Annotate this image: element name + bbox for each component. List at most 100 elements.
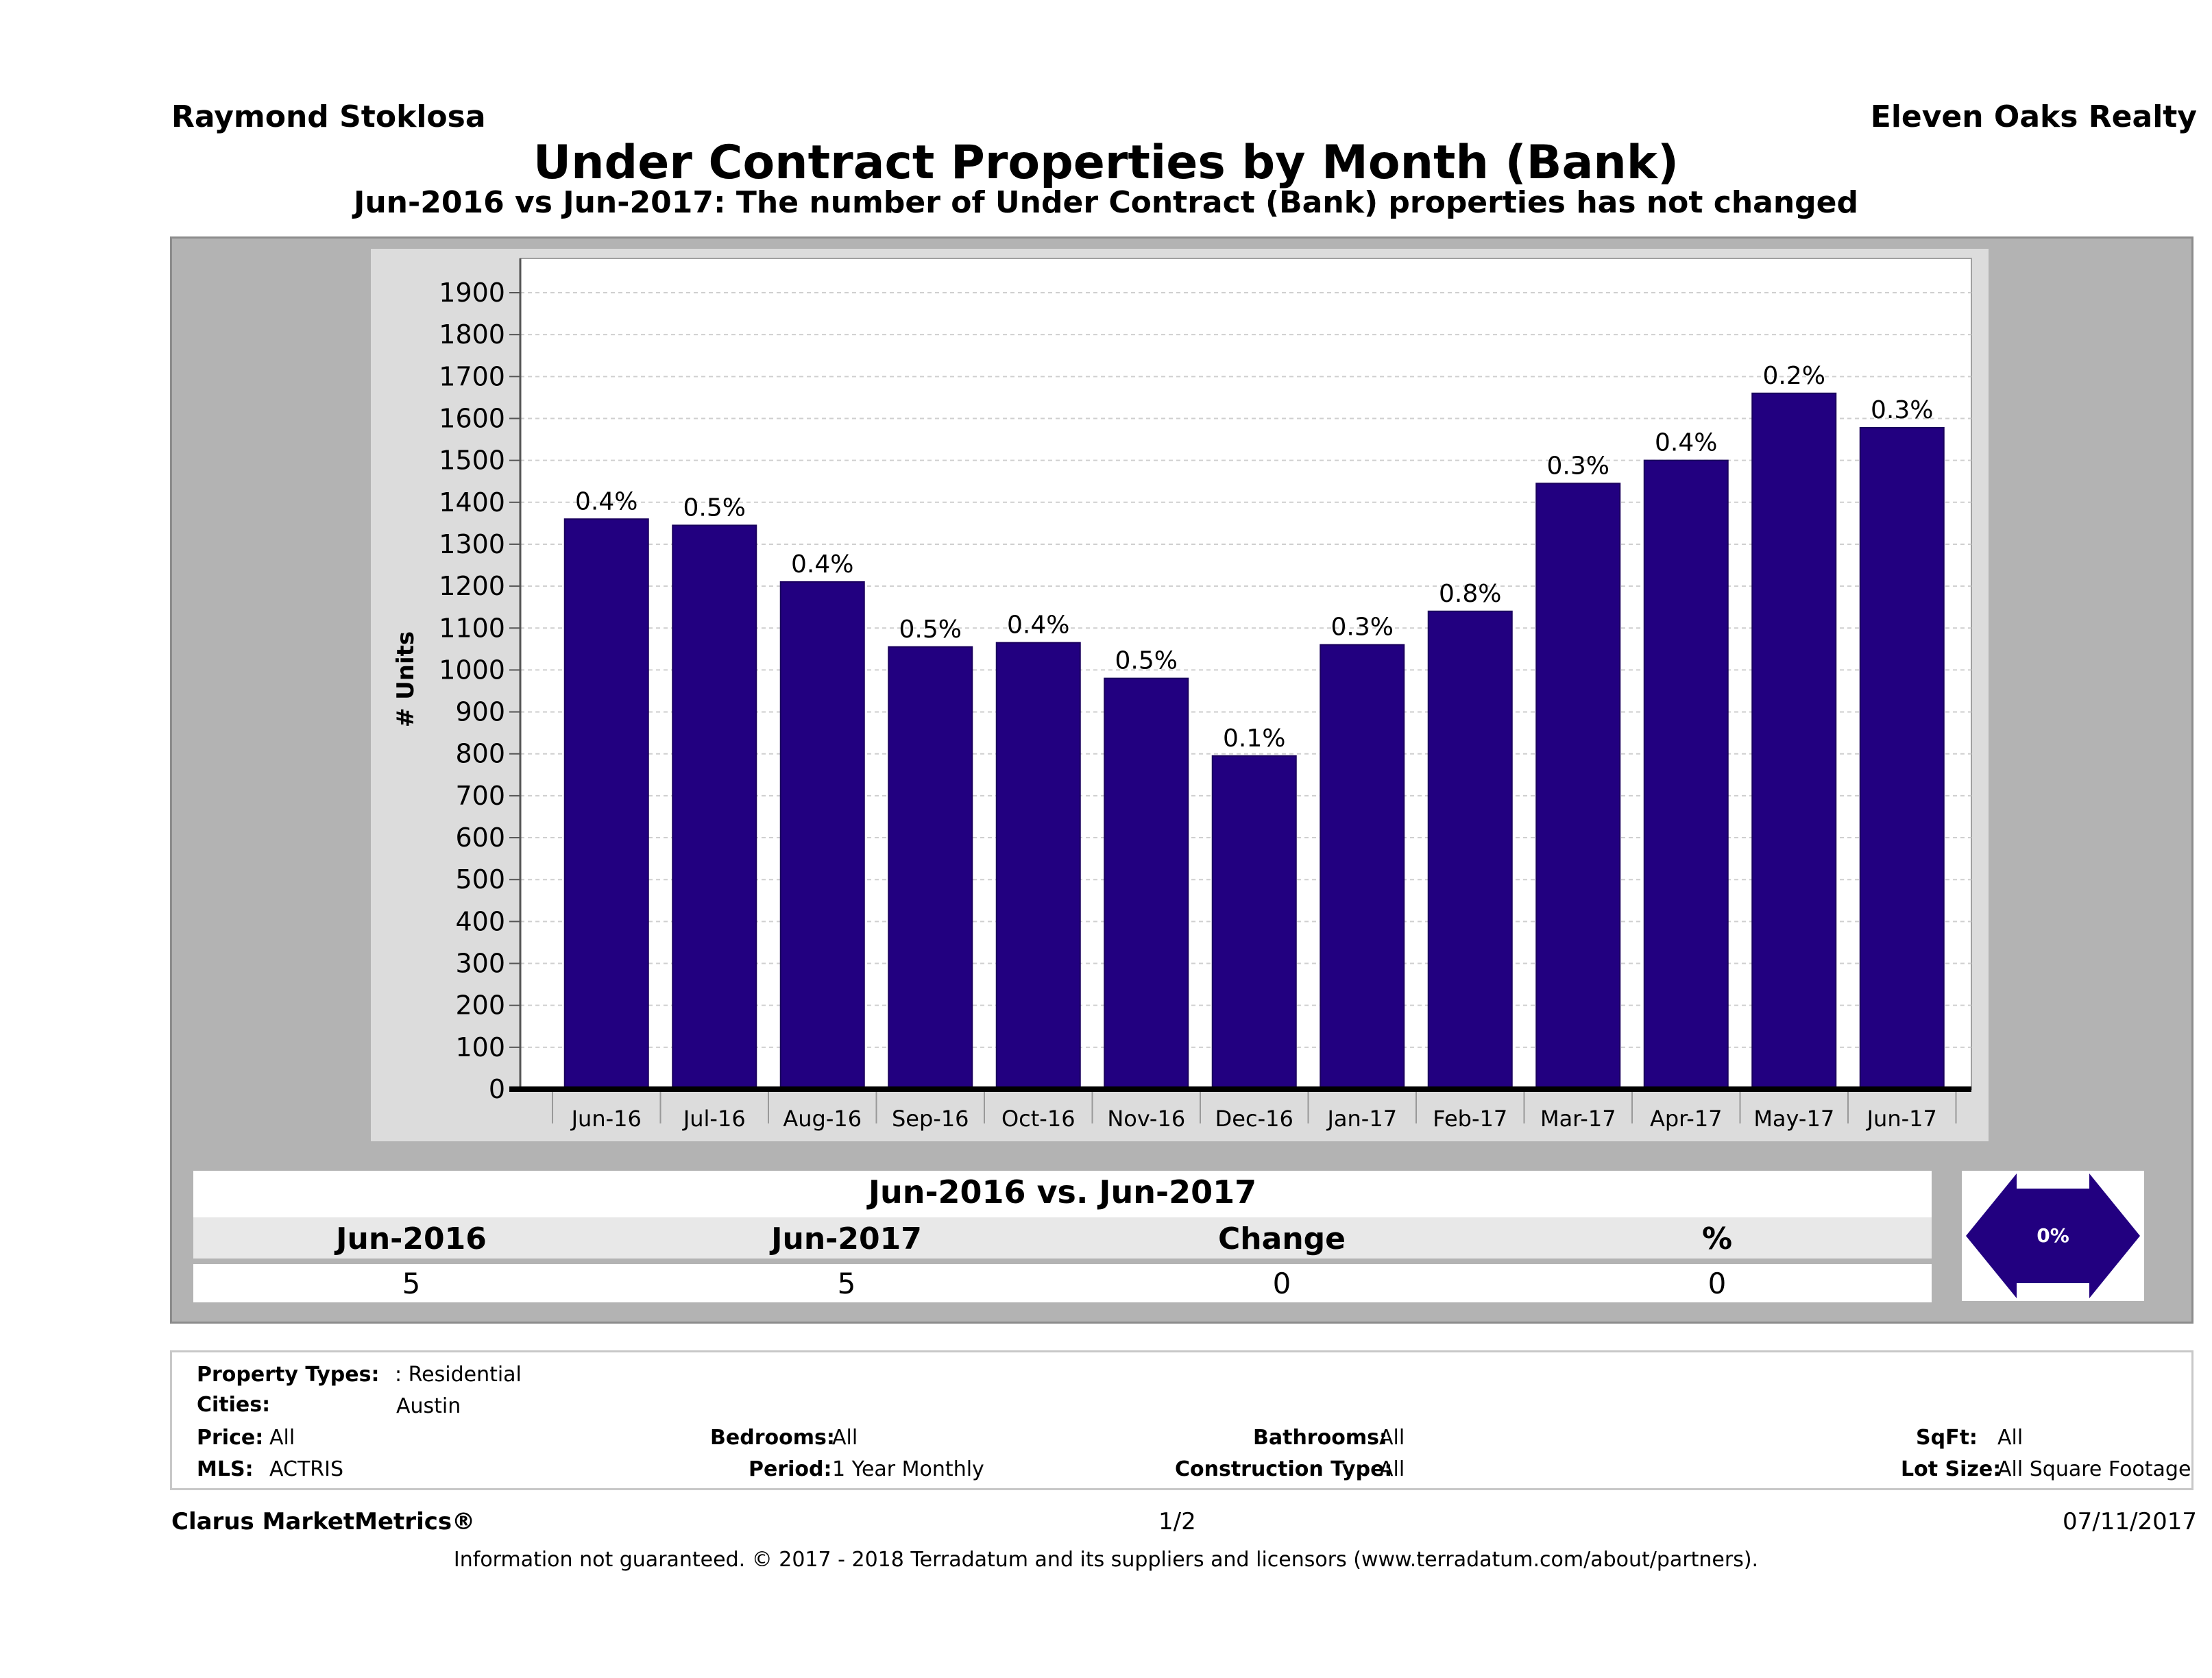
summary-value-end: 5 (837, 1267, 856, 1300)
summary-value-percent: 0 (1707, 1267, 1727, 1300)
y-tick-label: 1700 (439, 361, 505, 391)
x-tick-label: Jun-16 (570, 1106, 642, 1132)
disclaimer: Information not guaranteed. © 2017 - 201… (453, 1548, 1759, 1572)
bar-data-label: 0.2% (1763, 362, 1825, 390)
x-tick-label: Jan-17 (1326, 1106, 1397, 1132)
bar (1751, 392, 1837, 1091)
y-tick-label: 1100 (439, 613, 505, 643)
cities-value: Austin (396, 1394, 461, 1418)
bar (995, 642, 1081, 1090)
mls-value: ACTRIS (269, 1457, 344, 1481)
y-tick-label: 1400 (439, 487, 505, 518)
period-label: Period: (749, 1457, 832, 1481)
bathrooms-label: Bathrooms: (1253, 1426, 1387, 1450)
summary-header-bar (193, 1171, 1932, 1217)
period-value: 1 Year Monthly (832, 1457, 984, 1481)
bar-data-label: 0.8% (1439, 580, 1501, 608)
bar-data-label: 0.3% (1871, 396, 1933, 424)
x-tick-label: Mar-17 (1540, 1106, 1616, 1132)
change-badge-text: 0% (2037, 1224, 2069, 1247)
price-value: All (269, 1426, 295, 1450)
x-tick-label: Oct-16 (1001, 1106, 1075, 1132)
lot-size-value: All Square Footage (1997, 1457, 2191, 1481)
bar-data-label: 0.3% (1547, 452, 1609, 480)
bar (779, 581, 865, 1090)
y-tick-label: 0 (489, 1074, 505, 1104)
double-arrow-icon: 0% (1966, 1174, 2140, 1298)
bar-data-label: 0.4% (575, 487, 637, 515)
bedrooms-label: Bedrooms: (710, 1426, 835, 1450)
bar (1211, 755, 1297, 1090)
mls-label: MLS: (197, 1457, 254, 1481)
summary-label-change: Change (1218, 1221, 1346, 1256)
y-tick-label: 1300 (439, 529, 505, 559)
x-tick-label: Feb-17 (1433, 1106, 1507, 1132)
bar-data-label: 0.3% (1331, 613, 1394, 642)
y-tick-label: 100 (455, 1032, 505, 1062)
bar (1320, 644, 1405, 1090)
x-tick-label: Aug-16 (783, 1106, 862, 1132)
summary-label-start: Jun-2016 (336, 1221, 487, 1256)
summary-label-end: Jun-2017 (771, 1221, 922, 1256)
y-tick-label: 200 (455, 990, 505, 1021)
summary-value-change: 0 (1272, 1267, 1291, 1300)
sqft-value: All (1997, 1426, 2023, 1450)
bedrooms-value: All (832, 1426, 858, 1450)
bar-data-label: 0.5% (1115, 647, 1178, 675)
y-tick-label: 1500 (439, 446, 505, 476)
bar (1859, 426, 1945, 1090)
y-tick-label: 300 (455, 949, 505, 979)
y-axis-label: # Units (392, 631, 420, 727)
y-tick-label: 800 (455, 739, 505, 769)
company-name: Eleven Oaks Realty (1870, 99, 2197, 134)
y-tick-label: 1900 (439, 278, 505, 308)
y-tick-label: 600 (455, 823, 505, 853)
bar (563, 518, 649, 1090)
summary-value-start: 5 (402, 1267, 421, 1300)
bar-data-label: 0.5% (899, 616, 962, 644)
y-tick-label: 1600 (439, 403, 505, 433)
bar (672, 524, 757, 1090)
bar (1104, 677, 1189, 1090)
bar-data-label: 0.1% (1223, 725, 1285, 753)
x-tick-label: Jul-16 (682, 1106, 746, 1132)
bar-data-label: 0.4% (1007, 611, 1069, 640)
bar (888, 646, 973, 1090)
page-title: Under Contract Properties by Month (Bank… (533, 136, 1679, 190)
cities-label: Cities: (197, 1393, 271, 1417)
agent-name: Raymond Stoklosa (171, 99, 486, 134)
y-tick-label: 1200 (439, 571, 505, 601)
construction-type-value: All (1379, 1457, 1405, 1481)
bar-data-label: 0.5% (683, 494, 746, 522)
summary-label-percent: % (1701, 1221, 1733, 1256)
bar-data-label: 0.4% (1655, 429, 1717, 457)
property-types-label: Property Types: (197, 1363, 380, 1387)
summary-title: Jun-2016 vs. Jun-2017 (868, 1174, 1257, 1211)
bathrooms-value: All (1379, 1426, 1405, 1450)
bar (1643, 459, 1729, 1090)
price-label: Price: (197, 1426, 264, 1450)
filter-criteria-box (170, 1350, 2193, 1490)
bar-data-label: 0.4% (791, 550, 853, 579)
y-tick-label: 1000 (439, 655, 505, 685)
x-tick-label: Nov-16 (1107, 1106, 1185, 1132)
y-tick-label: 400 (455, 906, 505, 936)
y-tick-label: 900 (455, 697, 505, 727)
lot-size-label: Lot Size: (1901, 1457, 2002, 1481)
y-tick-label: 500 (455, 864, 505, 895)
x-tick-label: Sep-16 (892, 1106, 969, 1132)
page-subtitle: Jun-2016 vs Jun-2017: The number of Unde… (353, 185, 1858, 220)
bar (1535, 483, 1621, 1090)
y-tick-label: 1800 (439, 319, 505, 350)
construction-type-label: Construction Type: (1175, 1457, 1393, 1481)
y-tick-label: 700 (455, 781, 505, 811)
x-tick-label: Apr-17 (1650, 1106, 1723, 1132)
footer-brand: Clarus MarketMetrics® (171, 1508, 476, 1535)
sqft-label: SqFt: (1916, 1426, 1978, 1450)
bar-chart: 0.4% 0.5% 0.4% 0.5% 0.4% 0.5% 0.1% 0.3% 0.8% 0.3%… (392, 258, 1972, 1132)
x-tick-label: Dec-16 (1215, 1106, 1293, 1132)
x-tick-label: Jun-17 (1866, 1106, 1937, 1132)
property-types-value: : Residential (395, 1363, 522, 1387)
summary-values-row (193, 1264, 1932, 1302)
bar (1427, 610, 1513, 1090)
